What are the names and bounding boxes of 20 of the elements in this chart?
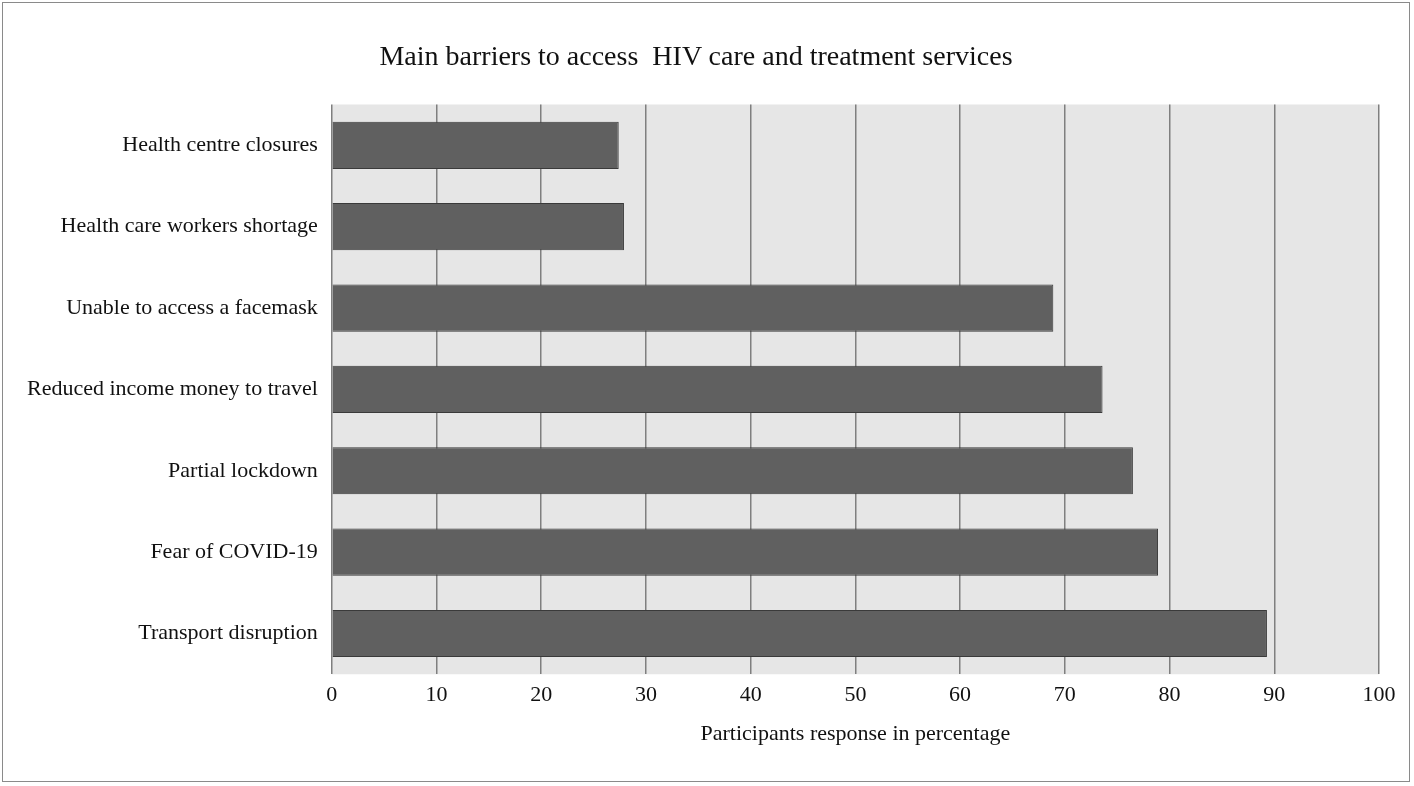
x-tick-label: 70 — [1053, 681, 1076, 707]
y-tick-label: Health centre closures — [122, 131, 318, 157]
chart-title: Main barriers to access HIV care and treatment services — [379, 40, 1013, 72]
x-tick-label: 100 — [1362, 681, 1396, 707]
x-tick-label: 0 — [326, 681, 338, 707]
x-tick-label: 10 — [425, 681, 448, 707]
y-tick-label: Health care workers shortage — [60, 212, 318, 238]
x-tick-label: 40 — [739, 681, 762, 707]
x-tick-label: 50 — [844, 681, 867, 707]
y-tick-label: Transport disruption — [138, 619, 318, 645]
x-tick-label: 60 — [949, 681, 972, 707]
y-tick-label: Fear of COVID-19 — [150, 537, 318, 563]
x-tick-label: 20 — [530, 681, 553, 707]
y-tick-label: Unable to access a facemask — [66, 293, 318, 319]
x-axis-title: Participants response in percentage — [700, 719, 1011, 745]
x-tick-label: 90 — [1263, 681, 1286, 707]
y-tick-label: Partial lockdown — [168, 456, 318, 482]
x-tick-label: 80 — [1158, 681, 1181, 707]
x-tick-label: 30 — [634, 681, 657, 707]
y-tick-label: Reduced income money to travel — [26, 375, 318, 401]
